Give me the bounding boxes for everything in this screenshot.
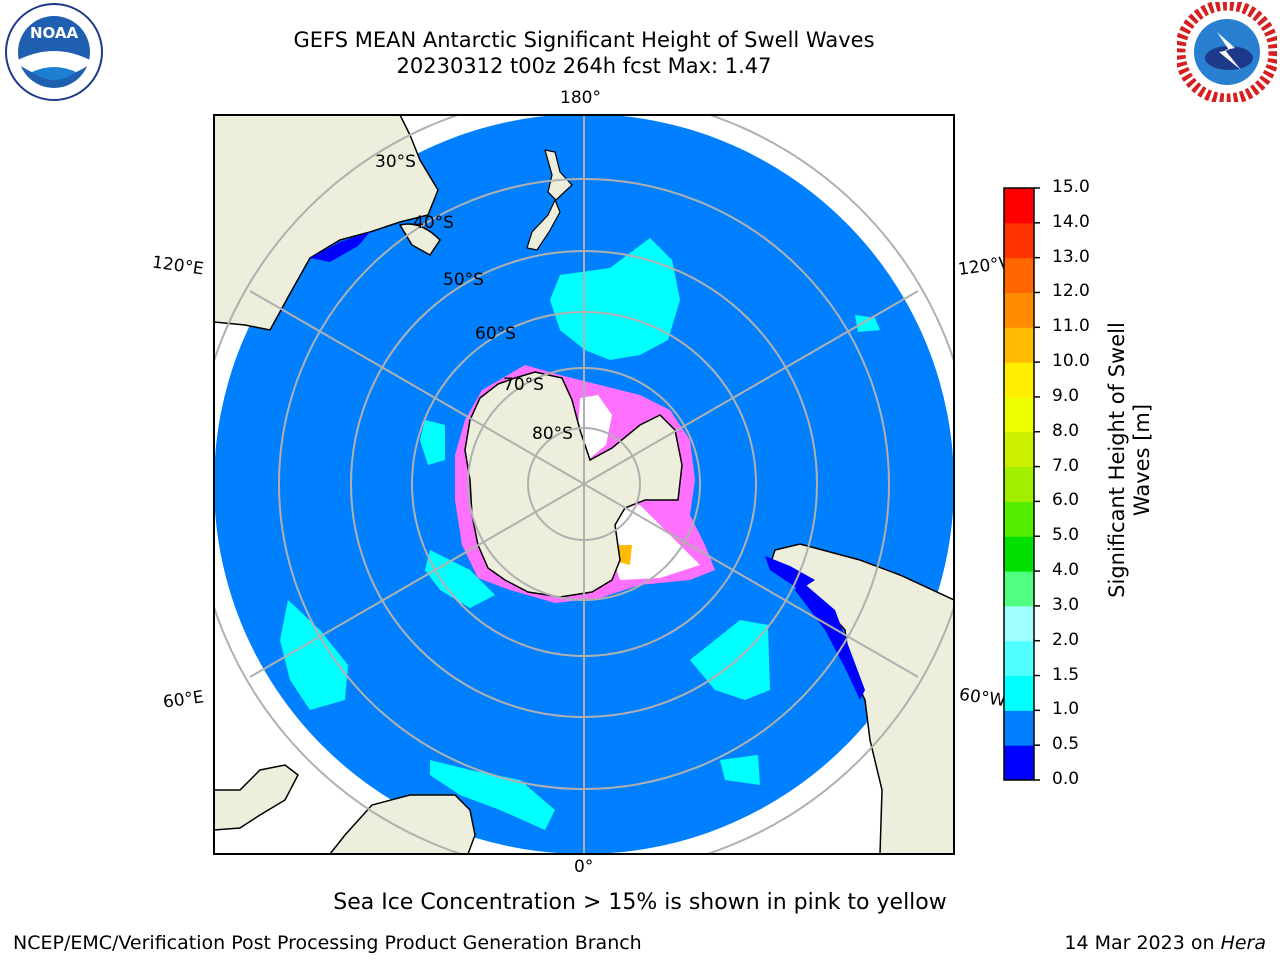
colorbar-tick-label: 4.0	[1052, 560, 1080, 581]
colorbar-tick-label: 14.0	[1052, 211, 1090, 232]
colorbar-swatch	[1004, 257, 1034, 293]
colorbar-swatch	[1004, 640, 1034, 677]
chart-subtitle: 20230312 t00z 264h fcst Max: 1.47	[396, 54, 772, 78]
colorbar-swatch	[1004, 675, 1034, 711]
colorbar-tick-label: 0.0	[1052, 769, 1080, 789]
colorbar-tick-label: 6.0	[1052, 490, 1080, 511]
footer-credit: NCEP/EMC/Verification Post Processing Pr…	[13, 932, 642, 954]
colorbar-swatch	[1004, 292, 1034, 328]
madagascar-land	[214, 764, 299, 831]
chart-title: GEFS MEAN Antarctic Significant Height o…	[293, 28, 875, 52]
colorbar-tick-label: 5.0	[1052, 525, 1080, 546]
lon-label-180: 180°	[560, 88, 601, 108]
colorbar-frame	[1003, 187, 1035, 781]
colorbar-swatch	[1004, 222, 1034, 259]
colorbar-swatch	[1004, 571, 1034, 607]
colorbar-tick-label: 11.0	[1052, 316, 1090, 337]
footer-date: 14 Mar 2023 on Hera	[1064, 932, 1266, 954]
new-zealand-north	[544, 149, 573, 201]
colorbar-label: Significant Height of Swell Waves [m]	[1105, 322, 1154, 598]
colorbar-tick-label: 9.0	[1052, 385, 1080, 406]
colorbar-swatch	[1004, 501, 1034, 537]
colorbar-tick-label: 7.0	[1052, 455, 1080, 476]
colorbar-tick-label: 15.0	[1052, 177, 1090, 197]
nws-logo	[1177, 2, 1277, 102]
noaa-logo: NOAA	[5, 3, 103, 101]
colorbar-swatch	[1004, 327, 1034, 363]
colorbar-ticks: 0.0 0.5 1.0 1.5 2.0 3.0 4.0 5.0 6.0 7.0 8.0 9.0 10.0…	[1040, 0, 1100, 960]
colorbar-tick-label: 2.0	[1052, 629, 1080, 650]
noaa-logo-text: NOAA	[30, 24, 79, 42]
colorbar-tick-label: 12.0	[1052, 281, 1090, 302]
new-zealand-south	[526, 198, 561, 251]
colorbar-swatch	[1004, 188, 1034, 224]
lat-label-60s: 60°S	[475, 324, 516, 344]
colorbar-swatch	[1004, 605, 1034, 642]
colorbar-tick-label: 1.0	[1052, 699, 1080, 720]
colorbar-tick-label: 13.0	[1052, 246, 1090, 267]
swell-1-5m-patches	[280, 238, 880, 830]
africa-land	[329, 794, 476, 854]
colorbar-swatch	[1004, 396, 1034, 433]
colorbar	[1003, 187, 1040, 781]
sea-ice-note: Sea Ice Concentration > 15% is shown in …	[333, 890, 947, 915]
colorbar-tick-label: 1.5	[1052, 664, 1080, 685]
lon-label-0: 0°	[574, 857, 594, 877]
graticule	[214, 115, 954, 854]
colorbar-tick-label: 10.0	[1052, 351, 1090, 372]
colorbar-swatch	[1004, 710, 1034, 746]
lat-label-40s: 40°S	[413, 213, 454, 233]
lat-label-30s: 30°S	[375, 152, 416, 172]
colorbar-tick-label: 3.0	[1052, 594, 1080, 615]
footer-host: Hera	[1220, 932, 1266, 954]
ross-sea-ice	[578, 395, 612, 460]
colorbar-swatch	[1004, 362, 1034, 398]
footer-date-text: 14 Mar 2023 on	[1064, 932, 1221, 954]
lat-label-80s: 80°S	[532, 424, 573, 444]
colorbar-swatch	[1004, 466, 1034, 502]
colorbar-swatch	[1004, 536, 1034, 572]
lat-label-70s: 70°S	[503, 375, 544, 395]
lat-label-50s: 50°S	[443, 270, 484, 290]
colorbar-tick-label: 0.5	[1052, 734, 1080, 755]
colorbar-swatch	[1004, 431, 1034, 468]
map-frame	[213, 114, 955, 855]
colorbar-tick-label: 8.0	[1052, 420, 1080, 441]
colorbar-swatch	[1004, 745, 1034, 781]
tasmania-land	[398, 223, 441, 256]
